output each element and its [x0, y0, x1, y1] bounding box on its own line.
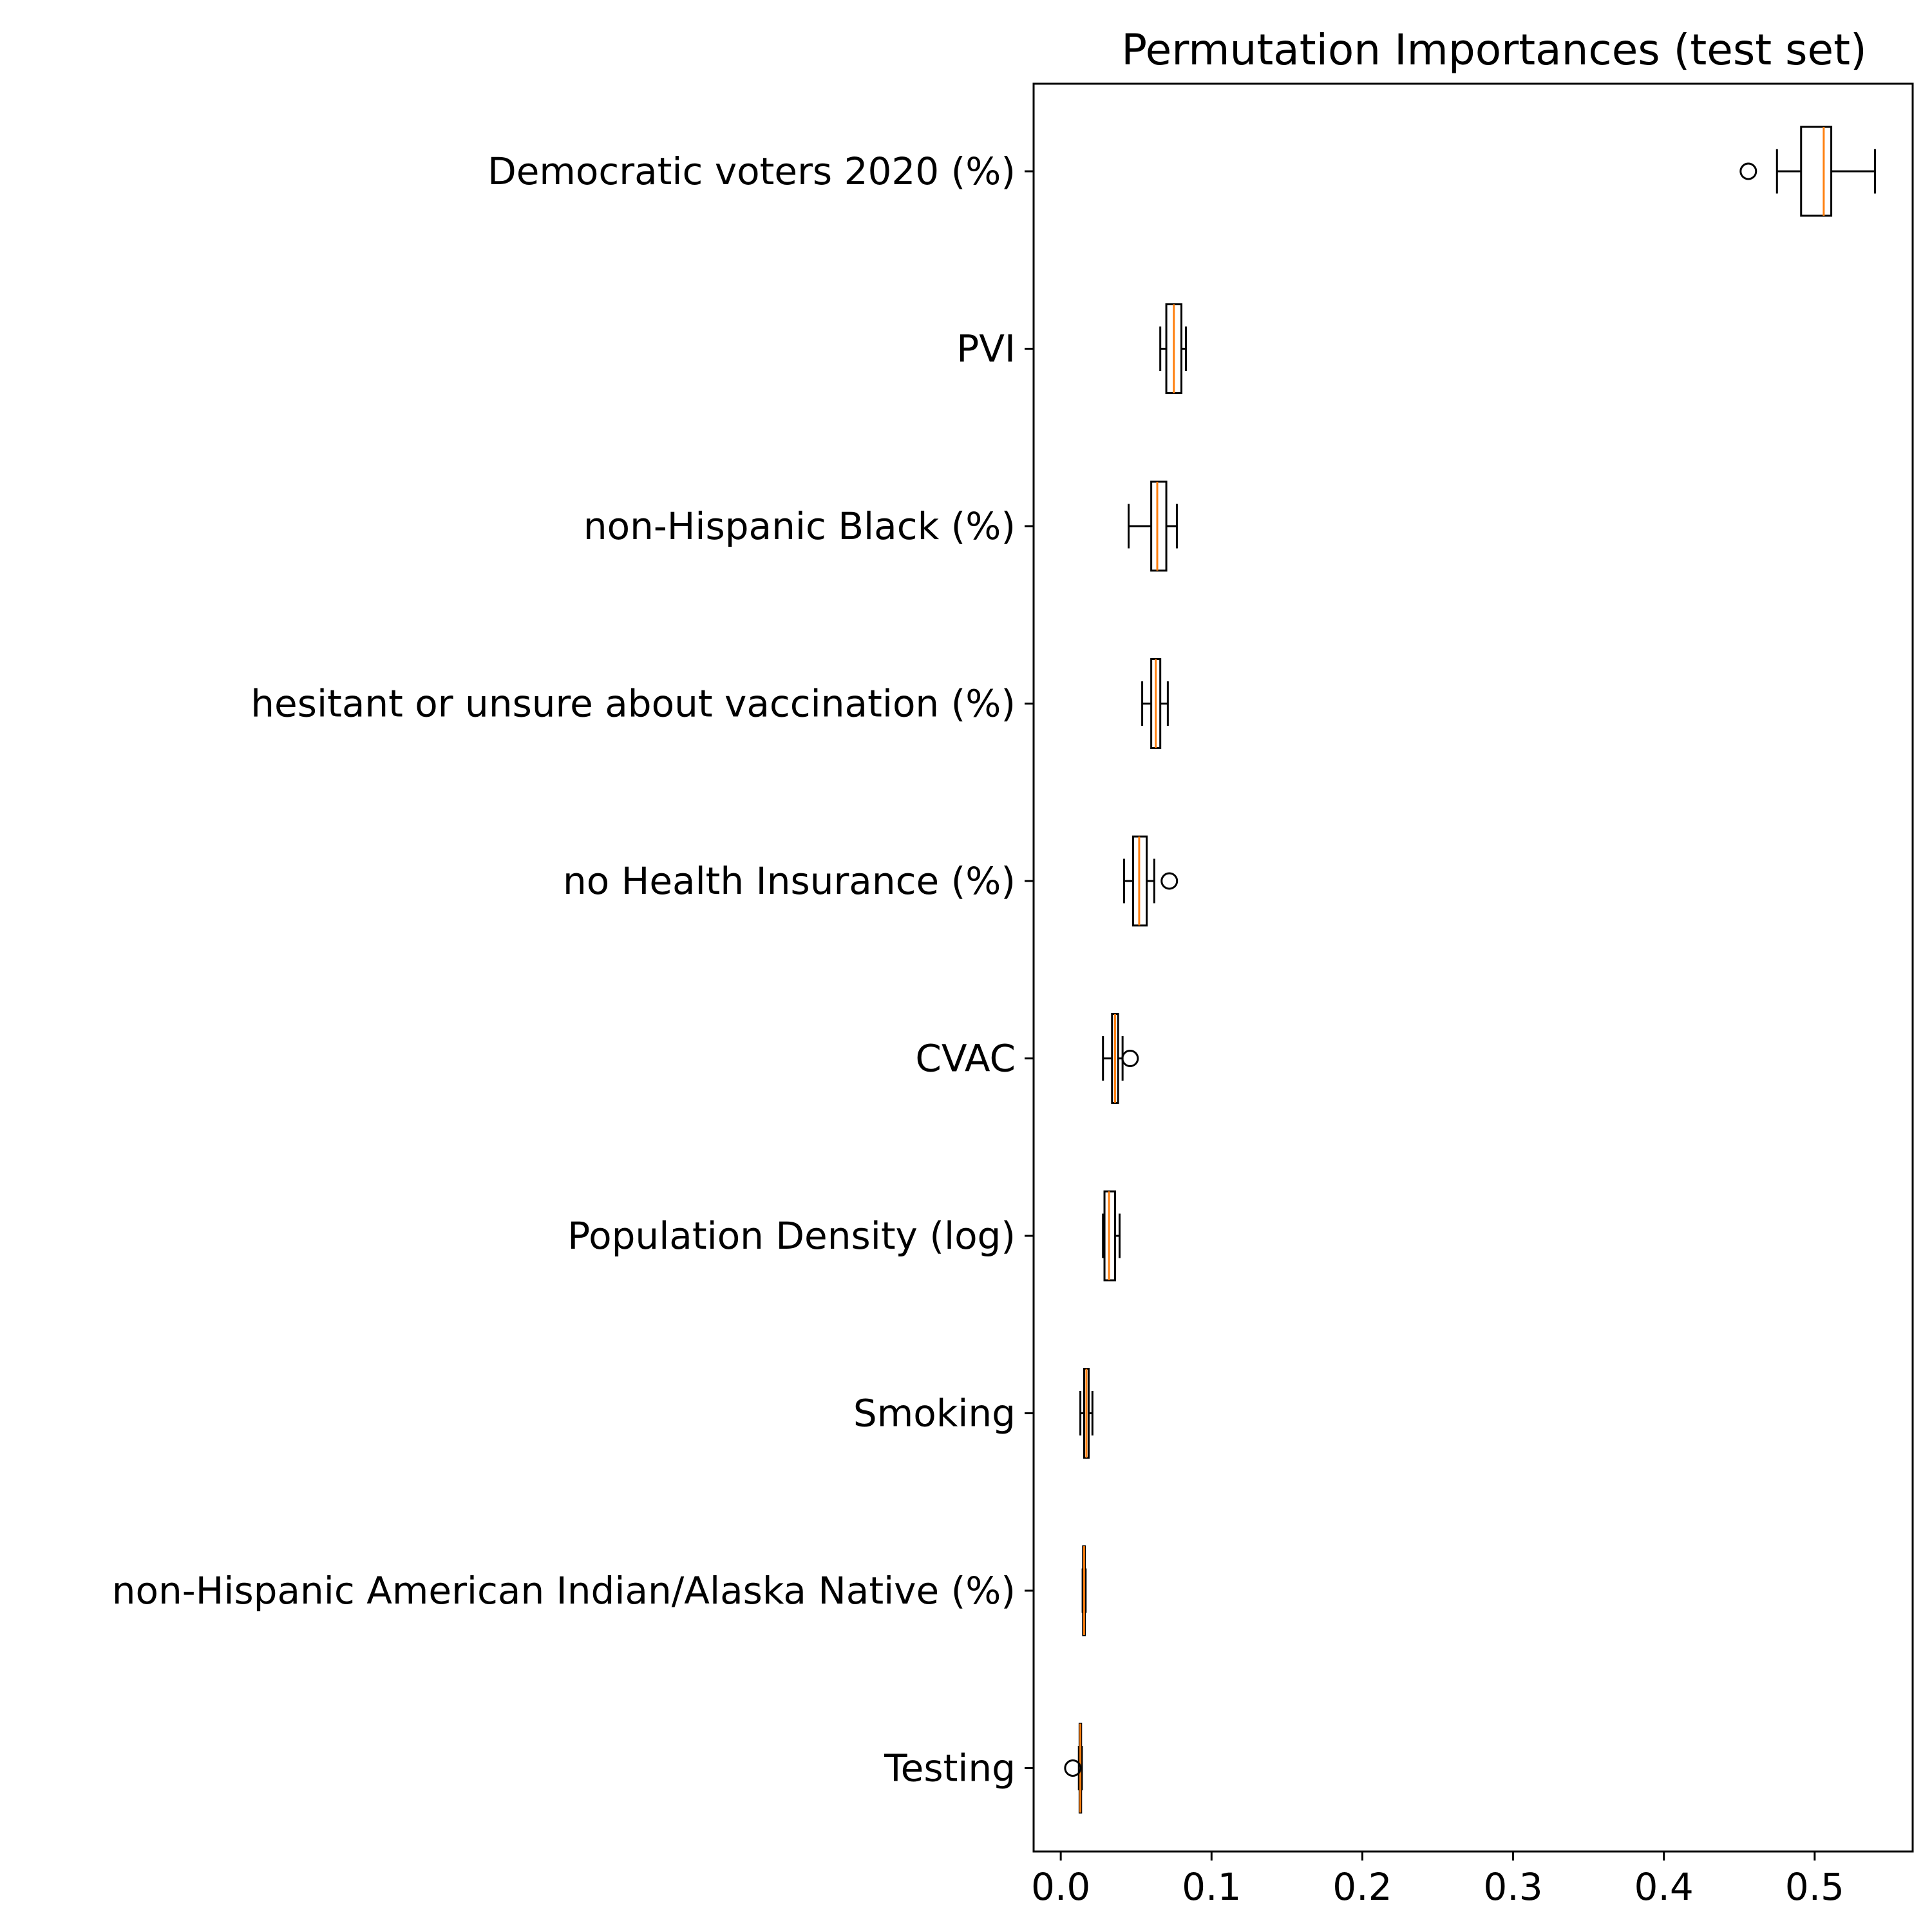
x-tick-label: 0.4	[1634, 1865, 1694, 1909]
x-tick-label: 0.3	[1483, 1865, 1542, 1909]
box-10	[1064, 1723, 1083, 1814]
category-label: Smoking	[853, 1392, 1016, 1435]
category-labels: Democratic voters 2020 (%) PVI non-Hispani…	[112, 149, 1034, 1790]
outlier-point	[1064, 1759, 1082, 1777]
category-label: CVAC	[915, 1037, 1016, 1081]
boxes-layer	[1064, 126, 1876, 1814]
chart-title: Permutation Importances (test set)	[1121, 25, 1867, 75]
x-tick-label: 0.2	[1332, 1865, 1392, 1909]
box-9	[1081, 1545, 1087, 1636]
iqr-box	[1800, 126, 1833, 217]
outlier-point	[1121, 1050, 1139, 1067]
x-tick-label: 0.0	[1031, 1865, 1090, 1909]
box-8	[1079, 1368, 1094, 1459]
box-5	[1122, 835, 1179, 927]
box-6	[1102, 1013, 1139, 1104]
box-3	[1128, 480, 1178, 572]
plot-frame	[1032, 82, 1914, 1853]
box-7	[1102, 1190, 1121, 1282]
box-4	[1141, 658, 1169, 749]
category-label: non-Hispanic Black (%)	[583, 504, 1016, 548]
category-label: Population Density (log)	[567, 1214, 1016, 1258]
outlier-point	[1739, 162, 1757, 180]
category-label: Democratic voters 2020 (%)	[488, 149, 1016, 193]
iqr-box	[1150, 480, 1168, 572]
category-label: no Health Insurance (%)	[563, 859, 1016, 903]
x-tick-label: 0.1	[1182, 1865, 1241, 1909]
box-1	[1739, 126, 1876, 217]
box-2	[1159, 303, 1187, 394]
category-label: hesitant or unsure about vaccination (%)	[251, 682, 1016, 726]
category-label: Testing	[884, 1747, 1016, 1790]
x-axis-ticks: 0.0 0.1 0.2 0.3 0.4 0.5	[1031, 1852, 1844, 1909]
category-label: PVI	[956, 327, 1016, 371]
outlier-point	[1160, 872, 1179, 890]
category-label: non-Hispanic American Indian/Alaska Nati…	[112, 1569, 1016, 1613]
x-tick-label: 0.5	[1785, 1865, 1844, 1909]
